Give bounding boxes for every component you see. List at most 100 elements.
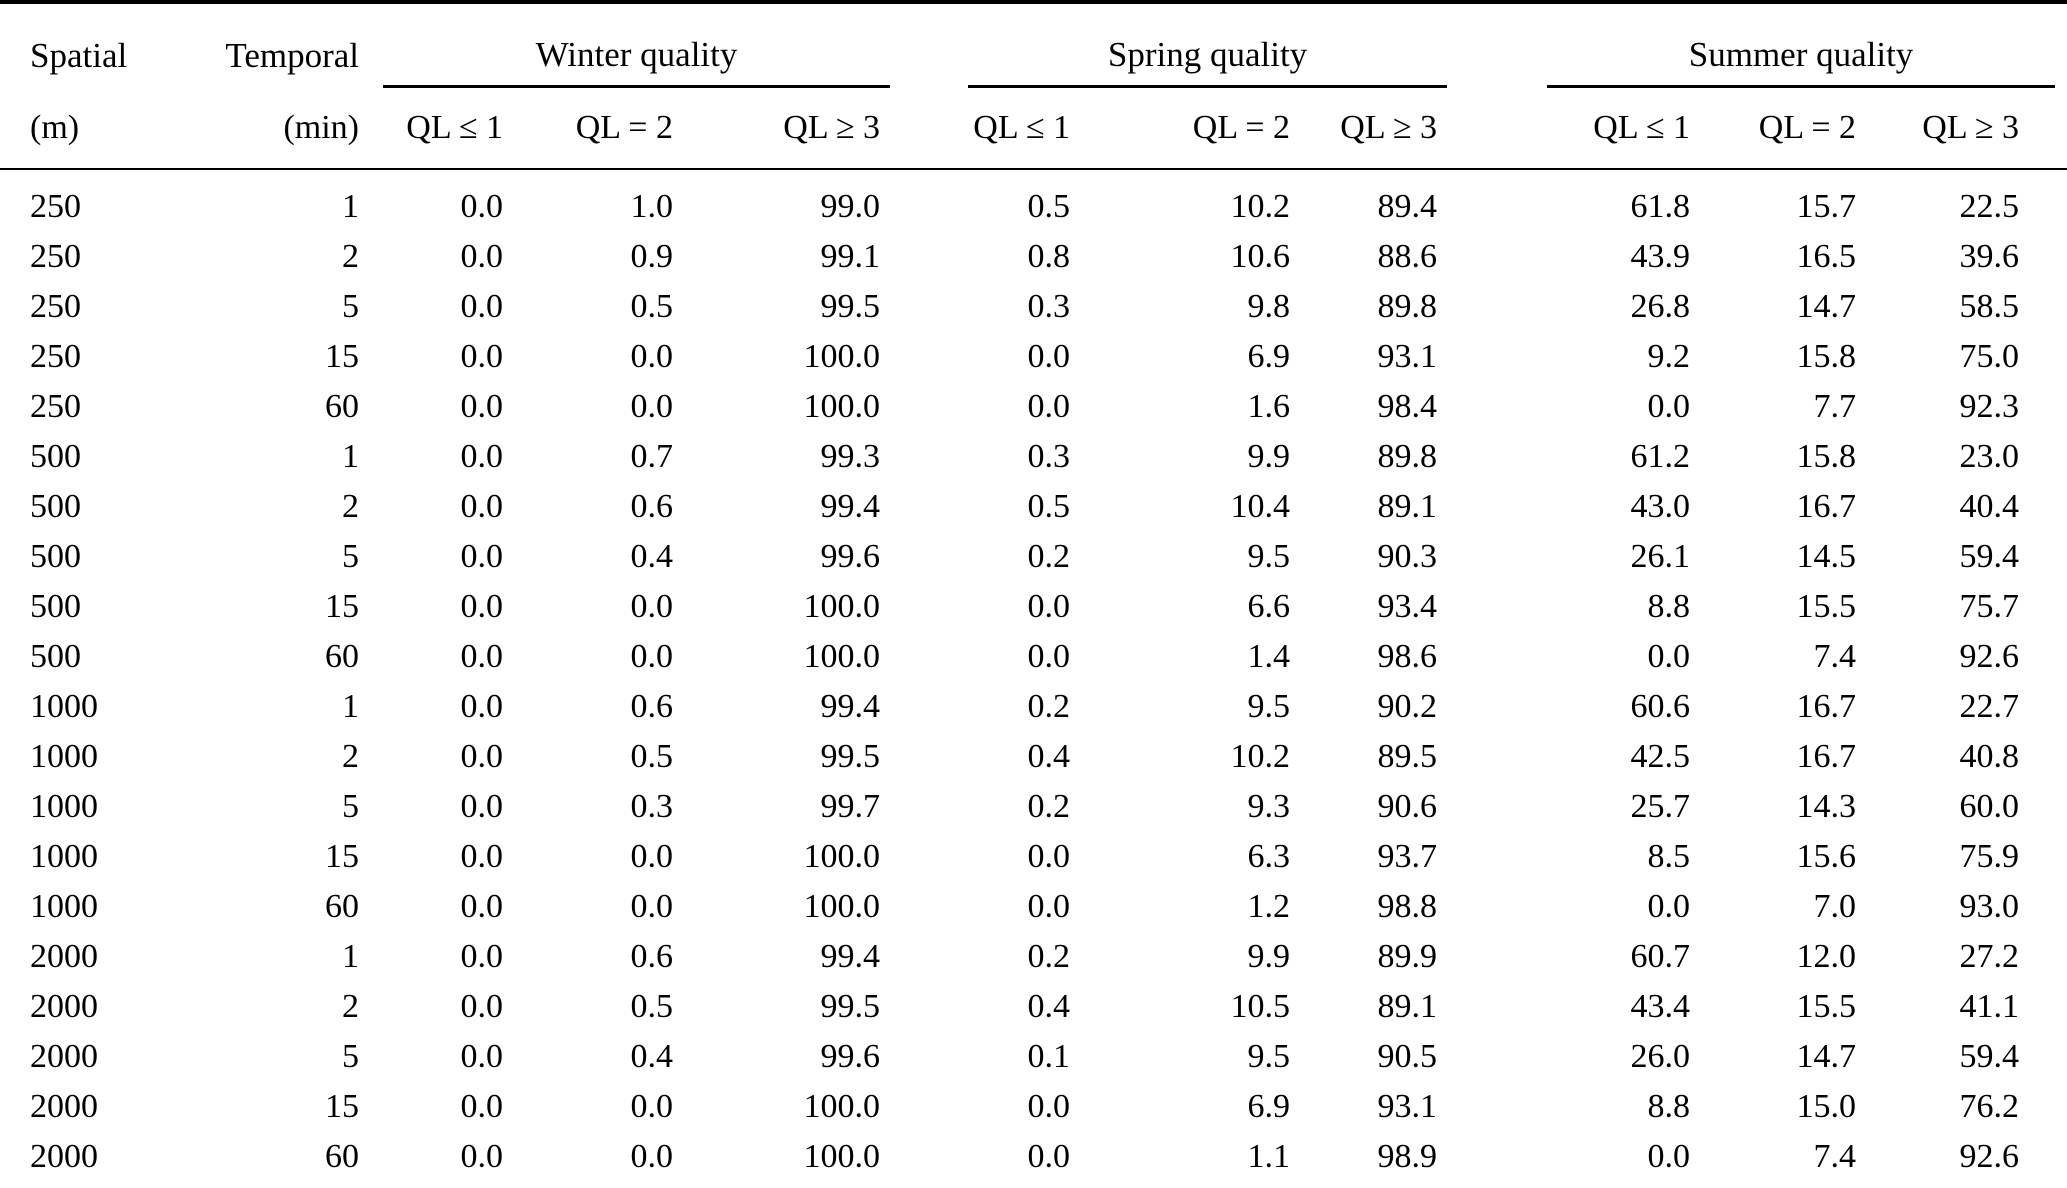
- winter-ql1-header: QL ≤ 1: [365, 88, 515, 170]
- summer-ql3-cell: 92.6: [1959, 1138, 2020, 1175]
- winter-ql3-cell: 100.0: [803, 638, 881, 675]
- winter-ql1-cell: 0.0: [460, 588, 504, 625]
- spring-ql1-cell: 0.0: [1027, 638, 1071, 675]
- spring-ql1-cell: 0.8: [1027, 238, 1071, 275]
- winter-ql3-cell: 99.5: [820, 288, 881, 325]
- header-row-subcols: (m) (min) QL ≤ 1 QL = 2 QL ≥ 3 QL ≤ 1 QL…: [0, 88, 2067, 170]
- winter-ql1-cell: 0.0: [460, 1088, 504, 1125]
- spring-group-label: Spring quality: [1107, 35, 1308, 74]
- temporal-cell: 5: [342, 538, 359, 575]
- summer-ql2-cell: 15.7: [1796, 188, 1857, 225]
- spring-ql1-cell: 0.2: [1027, 538, 1071, 575]
- winter-ql2-cell: 0.7: [630, 438, 674, 475]
- temporal-cell: 2: [342, 738, 359, 775]
- table-row: 2000 5 0.0 0.4 99.6 0.1 9.5 90.5 26.0 14.7 59.4: [0, 1032, 2067, 1082]
- spatial-cell: 250: [30, 288, 81, 325]
- summer-ql3-cell: 41.1: [1959, 988, 2020, 1025]
- winter-ql1-cell: 0.0: [460, 938, 504, 975]
- temporal-cell: 60: [325, 638, 359, 675]
- winter-ql1-cell: 0.0: [460, 488, 504, 525]
- summer-ql2-cell: 12.0: [1796, 938, 1857, 975]
- spring-ql2-cell: 6.9: [1247, 1088, 1291, 1125]
- winter-ql1-cell: 0.0: [460, 188, 504, 225]
- summer-ql1-cell: 8.5: [1647, 838, 1691, 875]
- spring-ql1-cell: 0.2: [1027, 938, 1071, 975]
- spring-ql1-cell: 0.0: [1027, 1138, 1071, 1175]
- spring-ql3-header: QL ≥ 3: [1300, 88, 1448, 170]
- spatial-cell: 250: [30, 388, 81, 425]
- table-row: 1000 1 0.0 0.6 99.4 0.2 9.5 90.2 60.6 16.7 22.7: [0, 682, 2067, 732]
- winter-group-rule: Winter quality: [383, 35, 891, 88]
- table-row: 250 5 0.0 0.5 99.5 0.3 9.8 89.8 26.8 14.7 58.5: [0, 282, 2067, 332]
- winter-ql2-cell: 0.0: [630, 1138, 674, 1175]
- spring-ql3-cell: 90.2: [1377, 688, 1438, 725]
- summer-ql3-cell: 22.7: [1959, 688, 2020, 725]
- spring-ql1-cell: 0.0: [1027, 838, 1071, 875]
- spring-group-header: Spring quality: [890, 2, 1448, 88]
- temporal-cell: 5: [342, 788, 359, 825]
- summer-ql1-cell: 0.0: [1647, 638, 1691, 675]
- table-row: 1000 15 0.0 0.0 100.0 0.0 6.3 93.7 8.5 15.6 75.9: [0, 832, 2067, 882]
- winter-ql3-cell: 99.5: [820, 738, 881, 775]
- summer-ql1-cell: 42.5: [1630, 738, 1691, 775]
- spring-ql2-cell: 9.5: [1247, 538, 1291, 575]
- spatial-cell: 1000: [30, 738, 98, 775]
- summer-ql1-cell: 8.8: [1647, 588, 1691, 625]
- summer-ql3-cell: 22.5: [1959, 188, 2020, 225]
- temporal-cell: 60: [325, 1138, 359, 1175]
- spring-ql3-cell: 89.5: [1377, 738, 1438, 775]
- winter-ql2-cell: 0.6: [630, 688, 674, 725]
- winter-ql2-cell: 0.4: [630, 538, 674, 575]
- summer-ql2-cell: 14.3: [1796, 788, 1857, 825]
- winter-ql1-cell: 0.0: [460, 538, 504, 575]
- summer-ql2-cell: 7.0: [1813, 888, 1857, 925]
- spring-ql2-cell: 9.3: [1247, 788, 1291, 825]
- spatial-cell: 1000: [30, 888, 98, 925]
- winter-ql2-cell: 0.0: [630, 1088, 674, 1125]
- winter-ql3-cell: 100.0: [803, 1088, 881, 1125]
- spring-ql1-cell: 0.0: [1027, 888, 1071, 925]
- winter-ql1-cell: 0.0: [460, 388, 504, 425]
- temporal-cell: 2: [342, 238, 359, 275]
- summer-ql1-cell: 0.0: [1647, 1138, 1691, 1175]
- spatial-cell: 250: [30, 338, 81, 375]
- winter-ql3-cell: 100.0: [803, 838, 881, 875]
- summer-ql2-cell: 15.5: [1796, 588, 1857, 625]
- summer-ql2-cell: 15.0: [1796, 1088, 1857, 1125]
- winter-ql3-cell: 99.0: [820, 188, 881, 225]
- summer-ql2-cell: 14.7: [1796, 288, 1857, 325]
- spring-ql2-header: QL = 2: [1082, 88, 1301, 170]
- winter-ql2-cell: 0.4: [630, 1038, 674, 1075]
- winter-ql2-cell: 0.3: [630, 788, 674, 825]
- spring-ql3-cell: 89.9: [1377, 938, 1438, 975]
- spring-ql1-cell: 0.1: [1027, 1038, 1071, 1075]
- temporal-cell: 1: [342, 438, 359, 475]
- summer-ql1-cell: 26.1: [1630, 538, 1691, 575]
- spring-ql2-cell: 9.9: [1247, 438, 1291, 475]
- temporal-cell: 15: [325, 338, 359, 375]
- summer-ql1-cell: 9.2: [1647, 338, 1691, 375]
- spring-ql3-cell: 93.4: [1377, 588, 1438, 625]
- temporal-cell: 1: [342, 188, 359, 225]
- table-row: 500 15 0.0 0.0 100.0 0.0 6.6 93.4 8.8 15.5 75.7: [0, 582, 2067, 632]
- winter-ql3-cell: 100.0: [803, 888, 881, 925]
- spatial-cell: 2000: [30, 938, 98, 975]
- winter-ql2-cell: 0.9: [630, 238, 674, 275]
- winter-ql2-cell: 0.0: [630, 338, 674, 375]
- spring-ql2-cell: 9.5: [1247, 688, 1291, 725]
- spring-ql3-cell: 93.7: [1377, 838, 1438, 875]
- summer-ql3-cell: 59.4: [1959, 1038, 2020, 1075]
- temporal-cell: 15: [325, 838, 359, 875]
- summer-ql3-cell: 40.8: [1959, 738, 2020, 775]
- spring-ql1-cell: 0.2: [1027, 688, 1071, 725]
- spring-ql1-cell: 0.0: [1027, 1088, 1071, 1125]
- spring-ql1-cell: 0.5: [1027, 188, 1071, 225]
- spring-ql2-cell: 1.4: [1247, 638, 1291, 675]
- winter-ql3-cell: 99.1: [820, 238, 881, 275]
- spring-ql3-cell: 89.1: [1377, 988, 1438, 1025]
- spring-ql2-cell: 6.3: [1247, 838, 1291, 875]
- spatial-cell: 1000: [30, 788, 98, 825]
- spring-ql3-cell: 98.9: [1377, 1138, 1438, 1175]
- summer-ql1-cell: 61.8: [1630, 188, 1691, 225]
